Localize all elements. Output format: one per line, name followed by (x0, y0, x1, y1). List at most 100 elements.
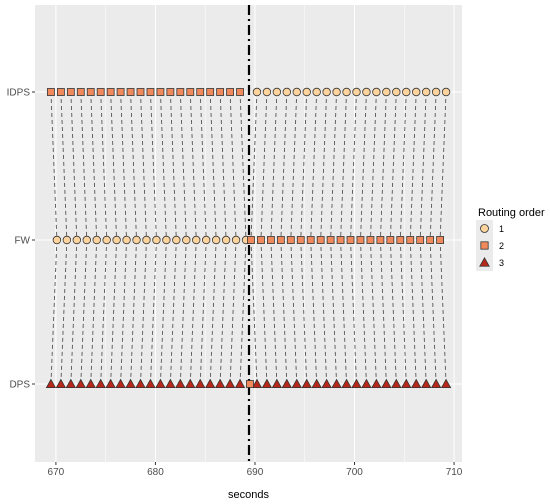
connector-line (429, 91, 437, 241)
circle-point (412, 87, 421, 97)
triangle-point (105, 378, 116, 389)
connector-line (199, 239, 207, 385)
connector-line (389, 239, 397, 385)
triangle-point (195, 378, 206, 389)
legend-title: Routing order (478, 207, 545, 219)
connector-line (369, 91, 377, 241)
circle-point (102, 235, 111, 245)
triangle-point (175, 378, 186, 389)
circle-point (152, 235, 161, 245)
connector-line (290, 239, 298, 385)
square-point (306, 236, 315, 244)
y-tick-label: FW (14, 236, 30, 247)
connector-line (80, 239, 88, 385)
x-tick-label: 690 (247, 467, 264, 478)
triangle-point (271, 378, 283, 389)
square-point (176, 88, 185, 96)
square-point (226, 88, 234, 96)
triangle-point (281, 378, 293, 389)
square-point (336, 236, 345, 244)
connector-line (179, 239, 187, 385)
square-point (426, 236, 435, 244)
square-point (76, 88, 85, 96)
triangle-point (401, 378, 412, 389)
circle-point (352, 87, 361, 97)
triangle-point (95, 378, 106, 389)
connector-line (70, 239, 78, 385)
circle-point (221, 235, 231, 245)
square-point (386, 236, 395, 244)
circle-point (402, 87, 411, 97)
circle-point (382, 87, 391, 97)
connector-line (219, 239, 227, 385)
triangle-point (204, 378, 216, 389)
triangle-point (125, 378, 136, 389)
circle-point (132, 235, 141, 245)
square-point (126, 88, 135, 96)
triangle-point (391, 378, 402, 389)
connector-line (260, 239, 268, 385)
connector-line (159, 91, 167, 241)
circle-point (372, 87, 381, 97)
x-tick-label: 710 (446, 467, 463, 478)
circle-point (332, 87, 341, 97)
connector-line (360, 91, 367, 241)
triangle-point (351, 378, 362, 389)
connector-line (189, 239, 197, 385)
triangle-point (430, 378, 442, 389)
circle-point (72, 235, 82, 245)
triangle-point (214, 378, 226, 389)
triangle-point (165, 378, 176, 389)
square-point (436, 236, 445, 244)
x-tick-label: 680 (147, 467, 164, 478)
connector-line (150, 91, 157, 241)
triangle-point (331, 378, 342, 389)
square-point (206, 88, 215, 96)
triangle-point (479, 256, 490, 267)
connector-line (280, 91, 288, 241)
circle-point (292, 87, 301, 97)
circle-point (201, 235, 211, 245)
connector-line (60, 239, 68, 385)
connector-line (340, 239, 347, 385)
circle-point (182, 235, 191, 245)
triangle-point (371, 378, 382, 389)
connector-line (340, 91, 347, 241)
circle-point (211, 235, 221, 245)
connector-line (300, 239, 308, 385)
y-tick-label: DPS (9, 380, 30, 391)
connector-line (100, 91, 108, 241)
triangle-point (301, 378, 312, 389)
connector-line (389, 91, 397, 241)
connector-line (120, 91, 128, 241)
circle-point (392, 87, 401, 97)
connector-line (369, 239, 377, 385)
triangle-point (55, 378, 67, 389)
square-point (366, 236, 375, 244)
connector-line (330, 91, 338, 241)
connector-line (229, 91, 237, 241)
square-point (406, 236, 415, 244)
square-point (346, 236, 355, 244)
x-axis: 670 680 690 700 710 (48, 462, 463, 478)
legend: Routing order 1 2 3 (476, 207, 545, 271)
square-point (146, 88, 155, 96)
square-point (216, 88, 225, 96)
connector-line (270, 91, 278, 241)
data-points (45, 87, 452, 389)
connector-line (320, 91, 328, 241)
triangle-point (224, 378, 236, 389)
circle-point (441, 87, 451, 97)
connector-line (50, 91, 58, 241)
connector-line (209, 91, 217, 241)
circle-point (431, 87, 441, 97)
connector-line (250, 239, 258, 385)
connector-line (399, 91, 407, 241)
connector-line (130, 91, 137, 241)
connector-line (80, 91, 88, 241)
circle-point (282, 87, 292, 97)
circle-point (192, 235, 201, 245)
square-point (246, 380, 254, 388)
triangle-point (185, 378, 196, 389)
connector-line (229, 239, 237, 385)
